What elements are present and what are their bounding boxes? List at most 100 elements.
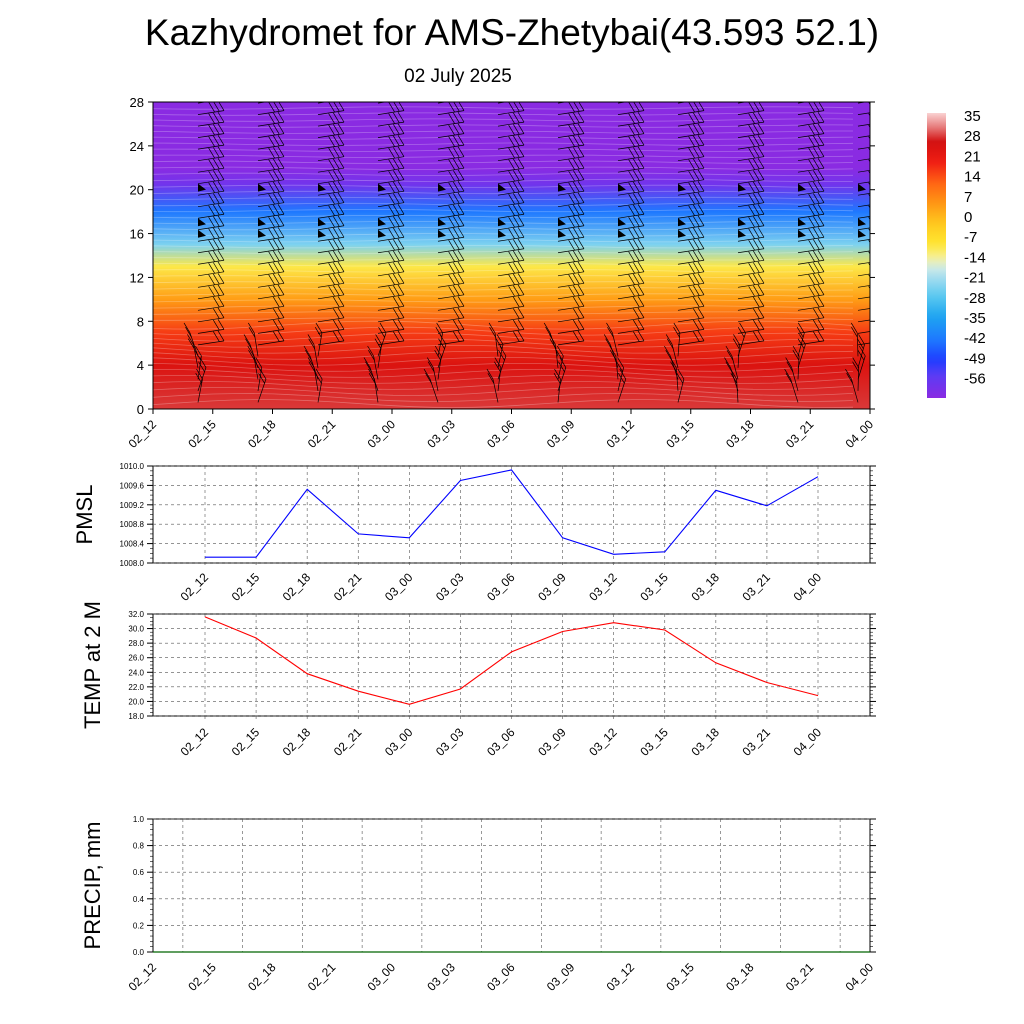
contour-line — [153, 332, 854, 342]
wind-barb-feather — [568, 263, 575, 274]
contour-line — [153, 381, 854, 390]
wind-barb-pennant — [558, 229, 566, 238]
wind-barb-feather — [697, 273, 705, 284]
contour-line — [153, 184, 853, 188]
wind-barb-feather — [697, 192, 705, 203]
wind-barb-feather — [457, 215, 465, 226]
wind-barb-feather — [637, 146, 645, 157]
wind-barb-feather — [268, 193, 275, 205]
wind-barb-feather — [337, 134, 345, 146]
wind-barb-shaft — [857, 192, 870, 196]
wind-barb-feather — [268, 124, 275, 136]
wind-barb-feather — [693, 319, 700, 331]
contour-line — [153, 202, 854, 207]
wind-barb-feather — [208, 263, 215, 274]
wind-barb-feather — [448, 193, 455, 205]
wind-barb-shaft — [857, 146, 870, 150]
x-tick-label: 03_00 — [382, 570, 416, 604]
wind-barb-feather — [487, 373, 495, 384]
wind-barb-feather — [337, 250, 345, 261]
wind-barb-shaft — [677, 213, 705, 219]
wind-barb-shaft — [617, 213, 645, 219]
wind-barb-feather — [753, 158, 760, 170]
wind-barb-feather — [628, 240, 635, 251]
wind-barb-feather — [337, 181, 345, 192]
wind-barb-feather — [573, 193, 580, 204]
wind-barb-feather — [268, 159, 275, 170]
wind-barb-feather — [388, 113, 395, 124]
wind-barb-feather — [448, 251, 455, 262]
wind-barb-feather — [448, 124, 455, 136]
wind-barb-pennant — [738, 183, 746, 192]
wind-barb-feather — [245, 338, 252, 349]
wind-barb-feather — [873, 124, 879, 134]
wind-barb-feather — [748, 240, 755, 251]
wind-barb-feather — [489, 327, 496, 338]
wind-barb-pennant — [258, 218, 266, 227]
wind-barb-feather — [333, 204, 340, 216]
wind-barb-feather — [748, 170, 755, 182]
wind-barb-feather — [217, 261, 225, 272]
wind-barb-feather — [808, 182, 815, 193]
y-tick-label: 20 — [130, 183, 144, 198]
wind-barb-feather — [388, 102, 395, 113]
wind-barb-feather — [637, 192, 645, 203]
wind-barb-feather — [213, 90, 219, 100]
wind-barb-feather — [577, 284, 585, 295]
wind-barb-feather — [393, 216, 400, 227]
wind-barb-feather — [328, 193, 335, 205]
wind-barb-feather — [453, 135, 460, 147]
wind-barb-feather — [513, 112, 520, 124]
wind-barb-feather — [808, 170, 815, 182]
x-tick-label: 03_09 — [544, 417, 578, 451]
wind-barb-feather — [878, 101, 884, 111]
wind-barb-feather — [665, 350, 673, 361]
wind-barb-feather — [277, 307, 285, 319]
wind-barb-feather — [513, 158, 520, 170]
wind-barb-shaft — [317, 294, 345, 300]
wind-barb-shaft — [437, 110, 465, 115]
wind-barb-feather — [813, 158, 820, 170]
wind-barb-feather — [637, 157, 645, 169]
wind-barb-feather — [878, 296, 884, 306]
wind-barb-feather — [457, 123, 465, 134]
wind-barb-feather — [213, 250, 220, 262]
wind-barb-feather — [448, 147, 455, 159]
wind-barb-feather — [208, 113, 215, 124]
y-tick-label: 0.2 — [133, 921, 145, 930]
wind-barb-feather — [808, 216, 815, 228]
wind-barb-feather — [543, 322, 551, 334]
wind-barb-feather — [688, 136, 695, 147]
colorbar-label: -28 — [964, 290, 986, 307]
contour-line — [153, 221, 854, 225]
wind-barb-feather — [628, 205, 635, 216]
wind-barb-shaft — [857, 262, 870, 265]
wind-barb-shaft — [737, 259, 765, 265]
contour-line — [153, 399, 854, 408]
wind-barb-feather — [393, 273, 400, 285]
wind-barb-shaft — [737, 294, 765, 300]
wind-barb-feather — [333, 319, 340, 331]
wind-barb-feather — [637, 319, 645, 330]
wind-barb-feather — [606, 322, 613, 334]
wind-barb-feather — [513, 204, 520, 216]
wind-barb-feather — [808, 113, 815, 124]
x-tick-label: 02_21 — [305, 417, 339, 451]
wind-barb-feather — [388, 263, 395, 274]
wind-barb-feather — [513, 239, 520, 250]
wind-barb-feather — [217, 192, 225, 203]
x-tick-label: 03_06 — [484, 725, 518, 759]
wind-barb-shaft — [377, 248, 405, 254]
wind-barb-feather — [273, 112, 280, 124]
wind-barb-pennant — [498, 229, 506, 238]
wind-barb-feather — [757, 261, 765, 272]
wind-barb-shaft — [857, 112, 870, 115]
wind-barb-shaft — [557, 133, 585, 138]
wind-barb-shaft — [497, 144, 525, 150]
wind-barb-feather — [573, 296, 580, 308]
wind-barb-shaft — [497, 167, 525, 173]
wind-barb-feather — [278, 89, 284, 99]
wind-barb-shaft — [617, 282, 645, 288]
wind-barb-shaft — [617, 236, 645, 242]
wind-barb-shaft — [677, 317, 705, 323]
